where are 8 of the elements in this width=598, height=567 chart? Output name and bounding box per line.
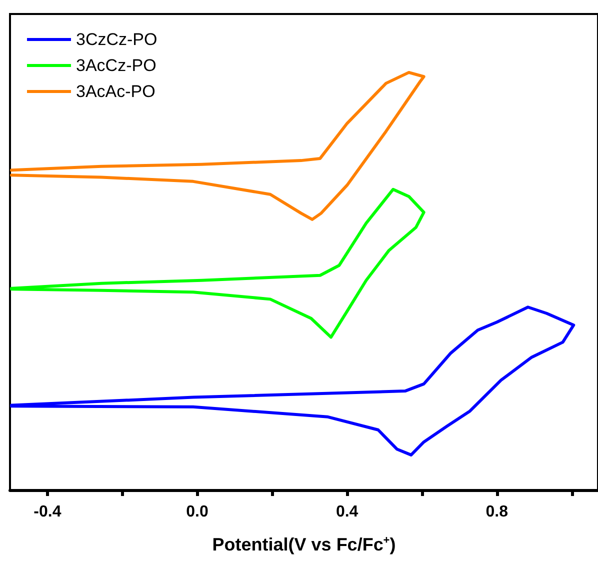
legend-label: 3AcAc-PO [76, 82, 156, 101]
legend-label: 3CzCz-PO [76, 30, 158, 49]
x-axis-title: Potential(V vs Fc/Fc+) [212, 534, 396, 554]
x-tick-label: -0.4 [34, 504, 62, 520]
x-tick-label: 0.0 [186, 504, 208, 520]
x-tick-label: 0.8 [486, 504, 508, 520]
x-tick-label: 0.4 [336, 504, 358, 520]
legend-label: 3AcCz-PO [76, 56, 156, 75]
